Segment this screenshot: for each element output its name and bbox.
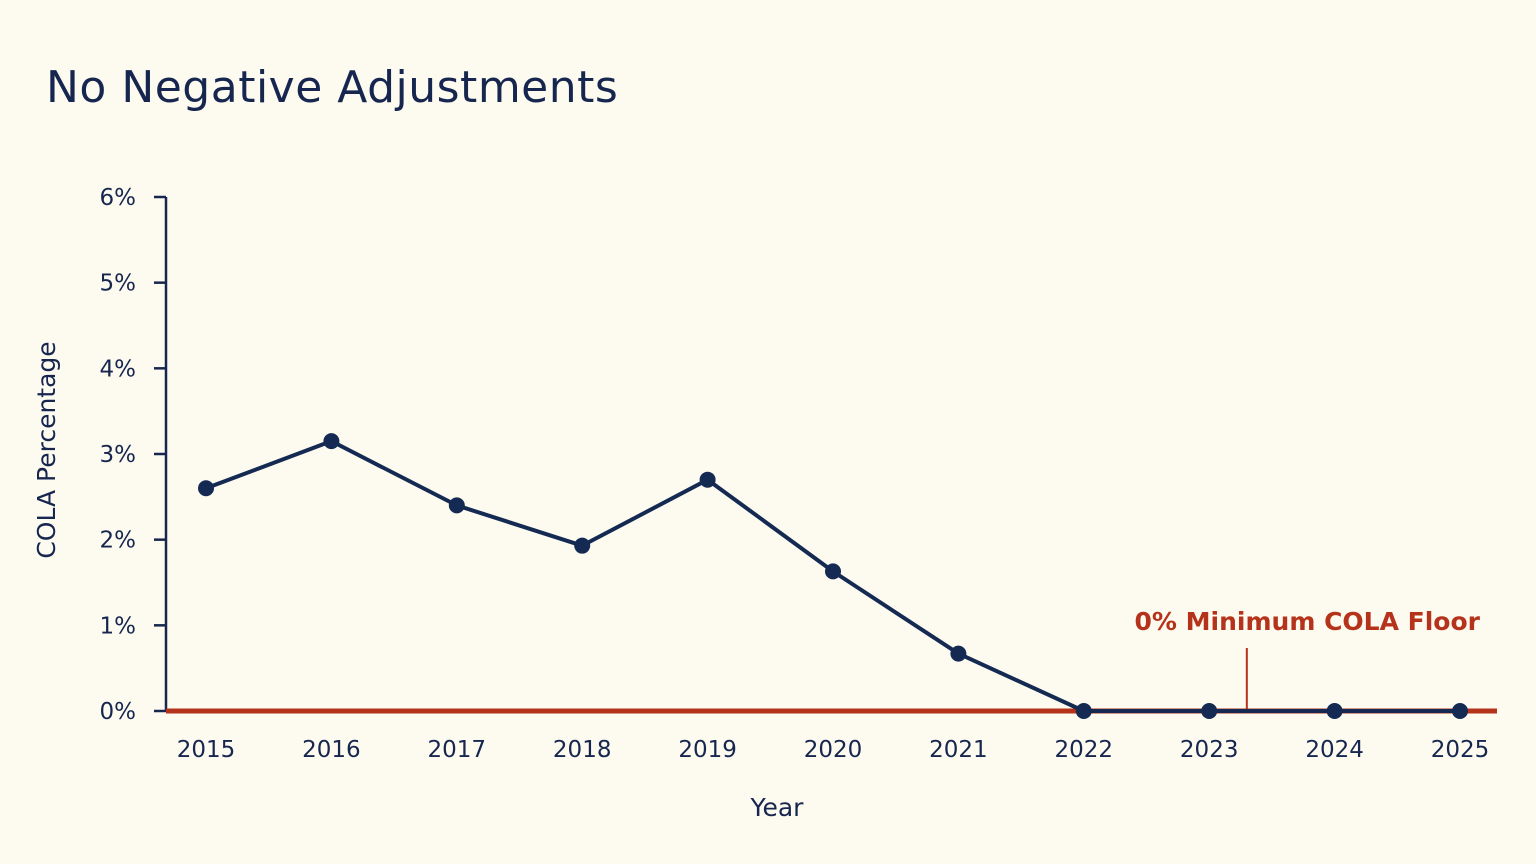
floor-annotation: 0% Minimum COLA Floor (1135, 607, 1481, 636)
x-axis-title: Year (750, 793, 805, 822)
floor-reference: 0% Minimum COLA Floor (166, 607, 1497, 714)
x-tick-label: 2021 (929, 737, 988, 763)
data-point (1201, 703, 1218, 719)
chart-title: No Negative Adjustments (46, 62, 619, 113)
x-tick-label: 2024 (1305, 737, 1364, 763)
y-tick-label: 1% (100, 613, 137, 639)
x-tick-label: 2018 (553, 737, 612, 763)
data-point (1075, 703, 1092, 719)
x-tick-label: 2016 (302, 737, 361, 763)
data-point (950, 645, 967, 662)
data-point (699, 471, 716, 488)
data-point (825, 563, 841, 580)
x-tick-label: 2015 (177, 737, 236, 763)
x-tick-label: 2020 (804, 737, 863, 763)
x-axis: 2015 2016 2017 2018 2019 2020 2021 2022 2023 2024… (177, 737, 1490, 763)
data-point (198, 480, 214, 497)
y-axis: 0% 1% 2% 3% 4% 5% 6% (100, 185, 168, 725)
y-axis-title: COLA Percentage (32, 341, 61, 558)
data-point (448, 497, 465, 514)
y-tick-label: 2% (100, 528, 137, 554)
x-tick-label: 2023 (1180, 737, 1239, 763)
data-point (1326, 703, 1343, 719)
y-tick-label: 4% (100, 356, 137, 382)
x-tick-label: 2017 (428, 737, 487, 763)
x-tick-label: 2025 (1431, 737, 1490, 763)
y-tick-label: 0% (100, 699, 137, 725)
y-tick-label: 3% (100, 442, 137, 468)
x-tick-label: 2022 (1055, 737, 1114, 763)
data-point (1452, 703, 1468, 719)
y-tick-label: 6% (100, 185, 137, 211)
y-tick-label: 5% (100, 271, 137, 297)
data-point (574, 537, 591, 554)
x-tick-label: 2019 (678, 737, 737, 763)
data-point (323, 433, 340, 450)
series (198, 433, 1468, 719)
